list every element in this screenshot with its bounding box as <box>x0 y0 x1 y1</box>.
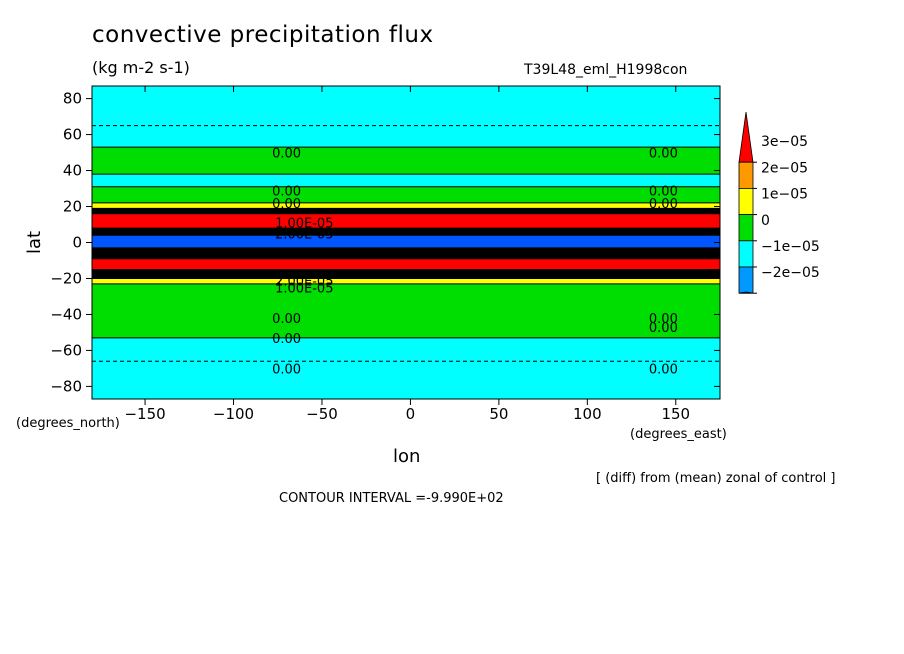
lat-band <box>92 337 720 399</box>
lat-band <box>92 278 720 284</box>
y-tick-label: 0 <box>72 234 82 252</box>
y-tick-label: −40 <box>50 305 82 323</box>
lat-band <box>92 208 720 214</box>
x-tick-label: −100 <box>213 405 254 423</box>
colorbar-top-arrow <box>738 111 754 163</box>
y-tick-label: −80 <box>50 377 82 395</box>
footnote: [ (diff) from (mean) zonal of control ] <box>596 471 836 486</box>
x-axis-title: lon <box>393 446 421 467</box>
y-axis-title: lat <box>24 231 45 254</box>
contour-label: 2.00E-05 <box>275 274 333 289</box>
lat-band <box>92 213 720 229</box>
colorbar-segment <box>738 187 754 215</box>
lat-band <box>92 202 720 209</box>
contour-label: 0.00 <box>649 362 678 377</box>
lat-band <box>92 247 720 259</box>
x-tick-label: −150 <box>124 405 165 423</box>
y-tick-label: −60 <box>50 341 82 359</box>
x-tick-label: −50 <box>306 405 338 423</box>
lat-band <box>92 258 720 270</box>
colorbar-label: −2e−05 <box>761 265 820 281</box>
contour-label: 0.00 <box>649 312 678 327</box>
contour-interval: CONTOUR INTERVAL =-9.990E+02 <box>279 491 504 506</box>
contour-label: 0.00 <box>649 321 678 336</box>
lat-band <box>92 147 720 175</box>
colorbar-label: −1e−05 <box>761 239 820 255</box>
y-tick-label: 40 <box>63 162 82 180</box>
colorbar-label: 3e−05 <box>761 134 808 150</box>
lat-band <box>92 186 720 203</box>
contour-label: 1.00E-05 <box>275 217 333 232</box>
colorbar-label: 1e−05 <box>761 187 808 203</box>
y-tick-label: 60 <box>63 126 82 144</box>
colorbar-segment <box>738 266 754 294</box>
x-tick-label: 100 <box>573 405 602 423</box>
colorbar-segment <box>738 214 754 242</box>
chart-title: convective precipitation flux <box>92 22 434 48</box>
contour-label: 1.00E-05 <box>275 281 333 296</box>
run-label: T39L48_eml_H1998con <box>524 62 688 78</box>
lat-band <box>92 174 720 187</box>
lat-band <box>92 269 720 279</box>
x-tick-label: 50 <box>489 405 508 423</box>
y-tick-label: −20 <box>50 269 82 287</box>
lat-band <box>92 86 720 148</box>
lat-band <box>92 235 720 248</box>
colorbar-segment <box>738 240 754 268</box>
lat-band <box>92 283 720 338</box>
colorbar-bottom-arrow <box>738 291 754 294</box>
contour-label: 0.00 <box>649 184 678 199</box>
lat-band <box>92 228 720 236</box>
colorbar-segment <box>738 161 754 189</box>
colorbar-label: 2e−05 <box>761 160 808 176</box>
x-unit-label: (degrees_east) <box>630 427 727 442</box>
units-label: (kg m-2 s-1) <box>92 58 190 77</box>
y-unit-label: (degrees_north) <box>16 416 120 431</box>
contour-label: 0.00 <box>272 147 301 162</box>
contour-label: 2.00E-05 <box>275 228 333 243</box>
contour-label: 0.00 <box>649 197 678 212</box>
colorbar-label: 0 <box>761 213 770 229</box>
y-tick-label: 80 <box>63 90 82 108</box>
contour-label: 0.00 <box>272 332 301 347</box>
x-tick-label: 150 <box>661 405 690 423</box>
contour-label: 0.00 <box>272 197 301 212</box>
contour-label: 0.00 <box>272 184 301 199</box>
y-tick-label: 20 <box>63 198 82 216</box>
contour-label: 0.00 <box>649 147 678 162</box>
contour-label: 0.00 <box>272 362 301 377</box>
contour-label: 0.00 <box>272 312 301 327</box>
x-tick-label: 0 <box>406 405 416 423</box>
